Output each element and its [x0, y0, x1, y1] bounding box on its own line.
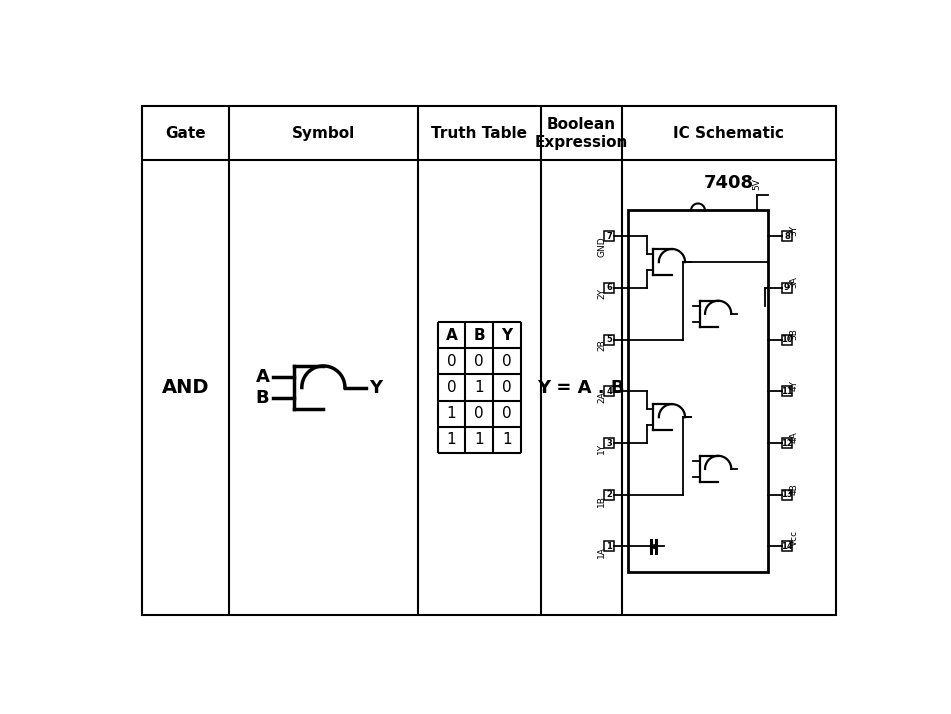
Text: 1B: 1B — [597, 495, 606, 507]
Text: Y = A . B: Y = A . B — [537, 378, 625, 396]
Bar — [782, 386, 792, 396]
Bar — [628, 211, 768, 573]
Text: 6: 6 — [606, 283, 612, 293]
Text: 4B: 4B — [789, 483, 799, 495]
Text: 7408: 7408 — [704, 174, 754, 193]
Text: 4Y: 4Y — [789, 381, 799, 391]
Text: Y: Y — [501, 328, 513, 343]
Text: 1A: 1A — [597, 546, 606, 558]
Bar — [604, 283, 614, 293]
Text: 1Y: 1Y — [597, 443, 606, 454]
Text: 0: 0 — [502, 406, 512, 421]
Text: 0: 0 — [502, 354, 512, 369]
Text: 5: 5 — [606, 335, 612, 344]
Text: 1: 1 — [475, 433, 484, 448]
Text: A: A — [446, 328, 457, 343]
Text: Vcc: Vcc — [789, 531, 799, 546]
Text: 1: 1 — [447, 433, 456, 448]
Text: 0: 0 — [447, 380, 456, 395]
Bar — [782, 283, 792, 293]
Text: Gate: Gate — [165, 126, 205, 141]
Bar — [604, 438, 614, 448]
Text: 11: 11 — [781, 387, 793, 396]
Bar — [782, 438, 792, 448]
Text: B: B — [474, 328, 485, 343]
Text: 7: 7 — [606, 232, 611, 241]
Bar — [782, 335, 792, 345]
Text: AND: AND — [162, 378, 209, 397]
Text: 1: 1 — [447, 406, 456, 421]
Text: 1: 1 — [475, 380, 484, 395]
Text: 4A: 4A — [789, 431, 799, 443]
Text: 10: 10 — [781, 335, 793, 344]
Text: 1: 1 — [502, 433, 512, 448]
Text: GND: GND — [597, 236, 606, 257]
Text: 14: 14 — [781, 542, 793, 551]
Text: 4: 4 — [606, 387, 612, 396]
Text: 3: 3 — [606, 438, 611, 448]
Text: 8: 8 — [784, 232, 789, 241]
Bar — [782, 231, 792, 241]
Text: 1: 1 — [606, 542, 612, 551]
Bar — [782, 541, 792, 551]
Bar — [604, 541, 614, 551]
Text: 2Y: 2Y — [597, 288, 606, 299]
Bar — [782, 490, 792, 500]
Text: A: A — [256, 368, 269, 386]
Text: B: B — [256, 389, 269, 407]
Text: 0: 0 — [447, 354, 456, 369]
Text: 9: 9 — [784, 283, 789, 293]
Bar — [604, 386, 614, 396]
Text: 13: 13 — [781, 491, 793, 499]
Text: 0: 0 — [475, 354, 484, 369]
Text: 12: 12 — [781, 438, 793, 448]
Text: 2: 2 — [606, 491, 612, 499]
Bar — [604, 490, 614, 500]
Text: 2A: 2A — [597, 391, 606, 403]
Text: 3B: 3B — [789, 328, 799, 340]
Text: 0: 0 — [475, 406, 484, 421]
Text: 3A: 3A — [789, 276, 799, 288]
Text: Symbol: Symbol — [292, 126, 355, 141]
Text: 2B: 2B — [597, 340, 606, 351]
Bar — [604, 231, 614, 241]
Text: 0: 0 — [502, 380, 512, 395]
Bar — [604, 335, 614, 345]
Text: Y: Y — [370, 378, 382, 396]
Text: IC Schematic: IC Schematic — [673, 126, 785, 141]
Text: Truth Table: Truth Table — [432, 126, 527, 141]
Text: 3Y: 3Y — [789, 225, 799, 236]
Text: 5V: 5V — [752, 178, 761, 191]
Text: Boolean
Expression: Boolean Expression — [534, 117, 628, 150]
